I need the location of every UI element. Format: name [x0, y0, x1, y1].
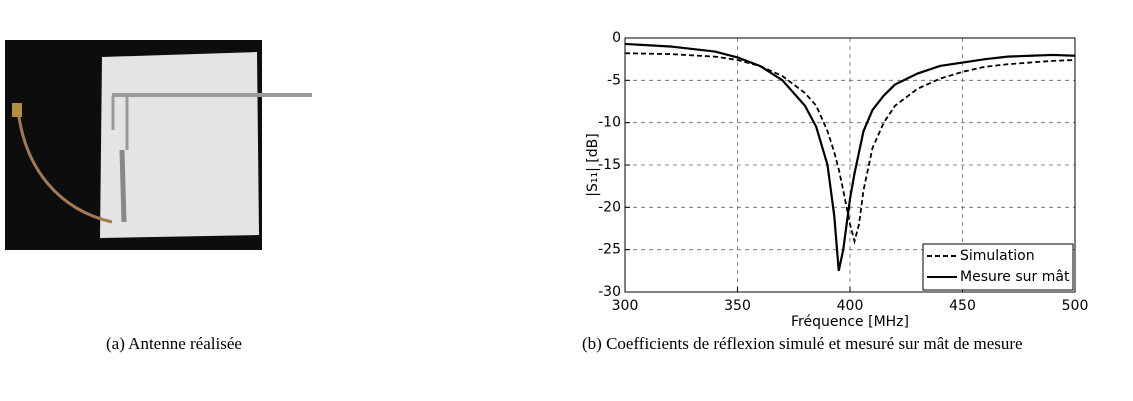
- y-tick-label: -20: [598, 199, 621, 215]
- antenna-photo: [5, 40, 312, 250]
- x-tick-label: 400: [837, 298, 864, 314]
- legend: Simulation Mesure sur mât: [922, 243, 1074, 291]
- y-tick-label: -30: [598, 284, 621, 300]
- y-axis-label: |S₁₁| [dB]: [585, 133, 601, 196]
- data-line: [624, 52, 1076, 245]
- y-tick-label: 0: [612, 30, 621, 46]
- legend-box: [922, 243, 1074, 291]
- y-tick-label: -25: [598, 242, 621, 258]
- caption: (b) Coefficients de réflexion simulé et …: [582, 334, 1023, 353]
- plot-frame: [624, 37, 1076, 293]
- x-tick-label: 350: [724, 298, 751, 314]
- x-tick-label: 500: [1062, 298, 1089, 314]
- legend-label: Simulation: [960, 248, 1035, 264]
- x-axis-label: Fréquence [MHz]: [791, 314, 909, 330]
- x-tick-label: 450: [949, 298, 976, 314]
- caption: (a) Antenne réalisée: [106, 334, 242, 353]
- y-tick-label: -5: [607, 72, 621, 88]
- y-tick-label: -15: [598, 157, 621, 173]
- x-tick-label: 300: [612, 298, 639, 314]
- legend-label: Mesure sur mât: [960, 269, 1070, 285]
- data-line: [624, 42, 1076, 272]
- y-tick-label: -10: [598, 115, 621, 131]
